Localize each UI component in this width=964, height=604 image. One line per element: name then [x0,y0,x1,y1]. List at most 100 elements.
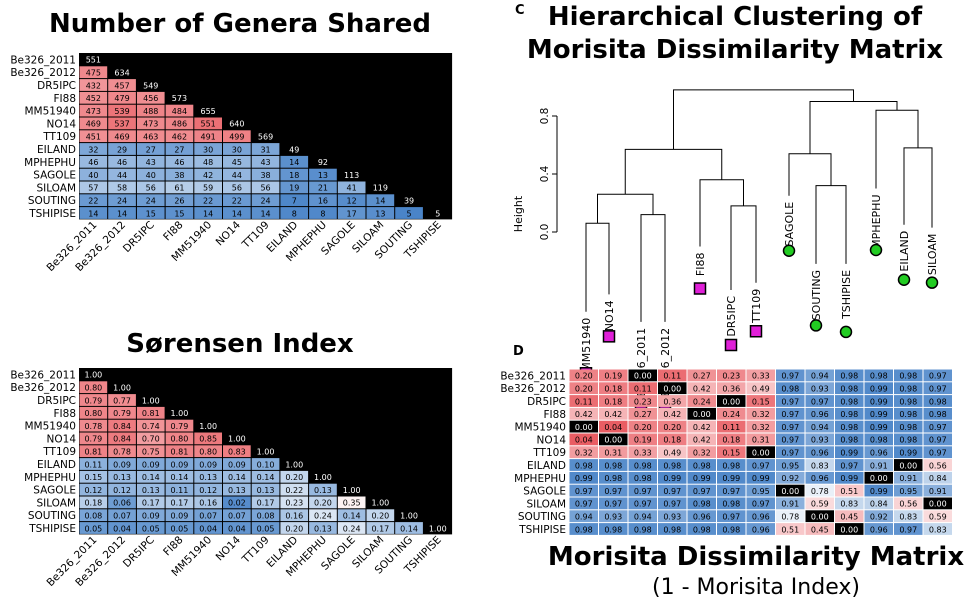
heatmap-cell [746,420,775,433]
heatmap-cell [835,395,864,407]
cell-value-label: 58 [117,184,127,193]
heatmap-cell [165,91,194,104]
heatmap-cell [746,523,775,535]
heatmap-cell [569,523,598,535]
heatmap-cell [658,446,687,459]
cell-value-label: 0.04 [113,524,131,533]
cell-value-label: 13 [318,171,328,180]
heatmap-cell [628,369,657,382]
heatmap-cell [251,445,280,458]
leaf-marker-circle [925,276,939,289]
heatmap-cell [194,496,222,509]
cell-value-label: 0.18 [663,436,681,445]
cell-value-label: 14 [289,158,299,167]
cell-value-label: 0.49 [752,385,770,394]
cell-value-label: 634 [114,69,129,78]
cell-value-label: 0.80 [84,409,102,418]
heatmap-cell [165,155,194,168]
cell-value-label: 24 [117,197,127,206]
cell-value-label: 0.79 [84,396,102,405]
cell-value-label: 0.04 [199,524,217,533]
leaf-label: TT109 [750,289,763,324]
heatmap-cell [805,395,834,407]
heatmap-cell [136,406,165,419]
cell-value-label: 0.99 [752,474,770,483]
cell-value-label: 0.04 [228,524,246,533]
heatmap-cell [136,394,165,406]
heatmap-cell [687,382,716,395]
cell-value-label: 537 [114,120,129,129]
cell-value-label: 0.00 [870,474,888,483]
row-label: DR5IPC [37,80,76,92]
row-label: TSHIPISE [28,208,76,220]
cell-value-label: 43 [146,158,156,167]
heatmap-cell [194,194,222,207]
cell-value-label: 0.00 [781,487,799,496]
cell-value-label: 22 [88,197,98,206]
cell-value-label: 0.13 [142,486,160,495]
heatmap-cell [776,433,805,446]
heatmap-cell [628,510,657,523]
heatmap-cell [746,433,775,446]
cell-value-label: 0.04 [575,436,593,445]
cell-value-label: 573 [172,94,187,103]
heatmap-cell [280,143,309,155]
heatmap-cell [309,194,337,207]
heatmap-cell [395,207,423,219]
cell-value-label: 0.09 [142,460,160,469]
cell-value-label: 0.98 [663,525,681,534]
heatmap-cell [864,471,893,484]
heatmap-cell [108,207,136,219]
heatmap-cell [366,207,395,219]
chart-title: Number of Genera Shared [49,9,431,39]
heatmap-cell [923,497,952,510]
heatmap-cell [835,510,864,523]
heatmap-cell [687,471,716,484]
cell-value-label: 0.95 [781,461,799,470]
row-label: SAGOLE [33,170,76,182]
heatmap-cell [569,407,598,420]
heatmap-cell [79,496,108,509]
cell-value-label: 0.51 [781,525,799,534]
cell-value-label: 0.59 [811,500,829,509]
cell-value-label: 0.12 [113,486,131,495]
cell-value-label: 0.97 [781,423,799,432]
heatmap-cell [280,155,309,168]
heatmap-cell [165,130,194,143]
cell-value-label: 0.17 [142,499,160,508]
heatmap-cell [776,395,805,407]
cell-value-label: 0.16 [285,512,303,521]
row-label: SAGOLE [523,486,566,498]
row-label: MM51940 [514,422,566,434]
heatmap-cell [894,407,923,420]
cell-value-label: 0.98 [929,397,947,406]
cell-value-label: 44 [117,171,127,180]
heatmap-cell [136,509,165,522]
cell-value-label: 45 [232,158,242,167]
cell-value-label: 0.00 [575,423,593,432]
cell-value-label: 0.14 [400,524,418,533]
heatmap-cell [309,155,337,168]
cell-value-label: 0.09 [228,460,246,469]
cell-value-label: 0.98 [693,500,711,509]
heatmap-cell [79,181,108,194]
heatmap-cell [569,484,598,497]
cell-value-label: 0.98 [781,385,799,394]
cell-value-label: 0.97 [604,487,622,496]
cell-value-label: 0.07 [228,512,246,521]
heatmap-cell [165,419,194,432]
cell-value-label: 42 [203,171,213,180]
heatmap-cell [366,496,395,509]
row-label: TT109 [42,446,76,458]
heatmap-cell [658,420,687,433]
cell-value-label: 0.97 [575,500,593,509]
cell-value-label: 0.18 [604,397,622,406]
cell-value-label: 0.83 [929,525,947,534]
cell-value-label: 0.13 [113,473,131,482]
cell-value-label: 655 [201,107,216,116]
cell-value-label: 0.91 [929,487,947,496]
heatmap-cell [79,91,108,104]
heatmap-cell [366,522,395,534]
heatmap-cell [251,181,280,194]
